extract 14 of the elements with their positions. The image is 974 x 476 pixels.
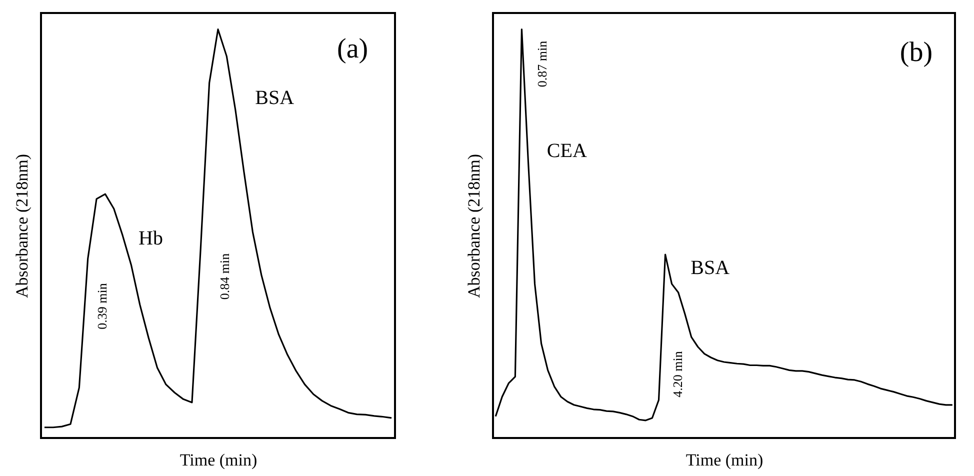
- annotation: Hb: [138, 227, 163, 250]
- x-axis-title: Time (min): [180, 450, 258, 470]
- y-axis-title: Absorbance (218nm): [464, 154, 484, 298]
- x-axis-title: Time (min): [686, 450, 764, 470]
- annotation: 0.39 min: [94, 282, 110, 330]
- annotation: (b): [900, 36, 933, 68]
- annotation: (a): [336, 34, 368, 65]
- annotation: 4.20 min: [670, 350, 685, 398]
- y-axis-title: Absorbance (218nm): [12, 154, 32, 298]
- annotation: 0.84 min: [217, 252, 232, 300]
- annotation: CEA: [546, 140, 588, 162]
- annotation: BSA: [255, 87, 295, 109]
- annotation: BSA: [690, 257, 730, 279]
- annotation: 0.87 min: [534, 40, 550, 88]
